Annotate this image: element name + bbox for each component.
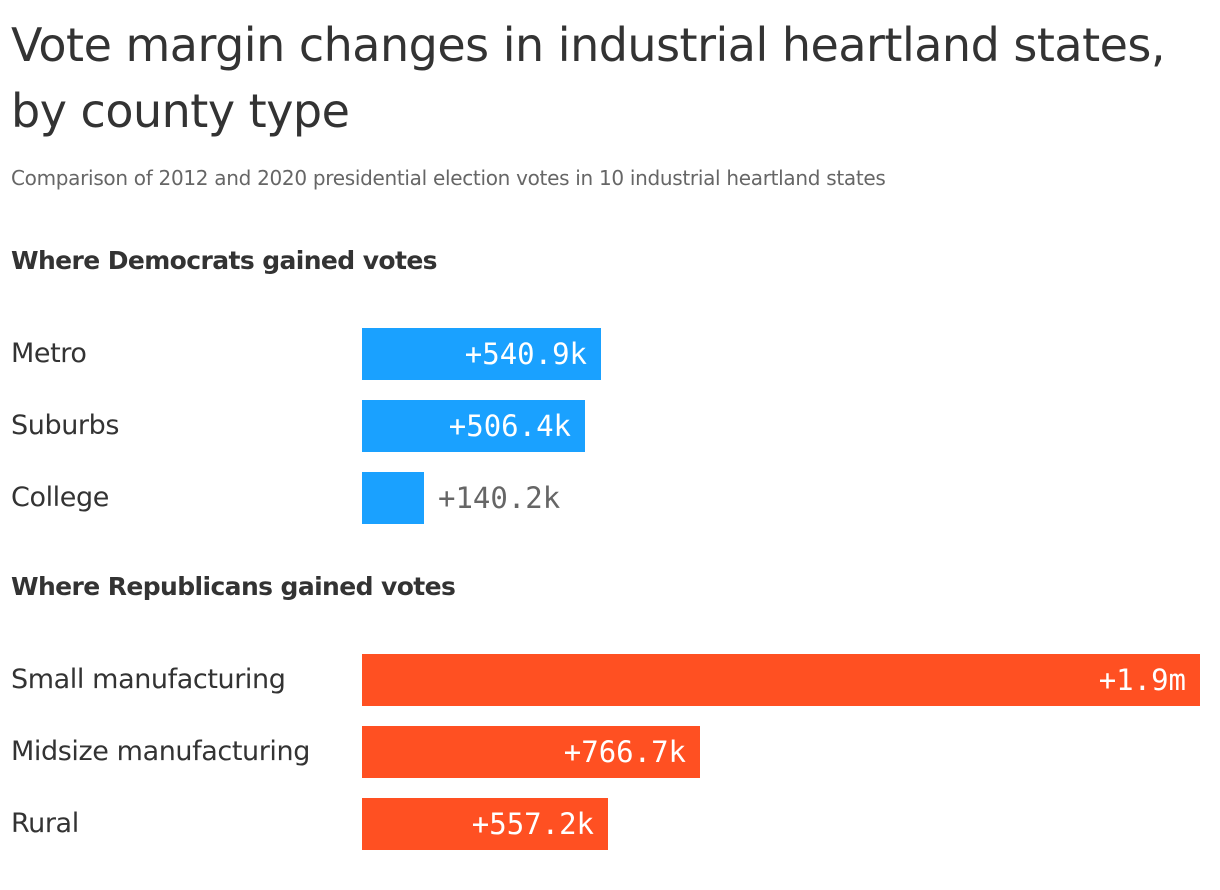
bar-row: Rural +557.2k	[0, 798, 1220, 850]
category-label: Small manufacturing	[11, 664, 286, 695]
bar-row: Small manufacturing +1.9m	[0, 654, 1220, 706]
bar-row: Suburbs +506.4k	[0, 400, 1220, 452]
chart-subtitle: Comparison of 2012 and 2020 presidential…	[11, 166, 886, 190]
bar	[362, 328, 601, 380]
data-label: +1.9m	[1098, 663, 1186, 697]
bar	[362, 654, 1200, 706]
data-label: +506.4k	[448, 409, 571, 443]
bar	[362, 400, 585, 452]
chart-title: Vote margin changes in industrial heartl…	[11, 18, 1166, 138]
bar	[362, 472, 424, 524]
category-label: Metro	[11, 338, 87, 369]
category-label: Rural	[11, 808, 79, 839]
bar-row: College +140.2k	[0, 472, 1220, 524]
bar-row: Midsize manufacturing +766.7k	[0, 726, 1220, 778]
section-heading: Where Republicans gained votes	[11, 572, 456, 601]
bar	[362, 798, 608, 850]
section-heading: Where Democrats gained votes	[11, 246, 438, 275]
bar	[362, 726, 700, 778]
category-label: Suburbs	[11, 410, 120, 441]
data-label: +557.2k	[471, 807, 594, 841]
data-label: +140.2k	[438, 481, 561, 515]
data-label: +766.7k	[563, 735, 686, 769]
category-label: Midsize manufacturing	[11, 736, 310, 767]
category-label: College	[11, 482, 109, 513]
data-label: +540.9k	[464, 337, 587, 371]
bar-row: Metro +540.9k	[0, 328, 1220, 380]
